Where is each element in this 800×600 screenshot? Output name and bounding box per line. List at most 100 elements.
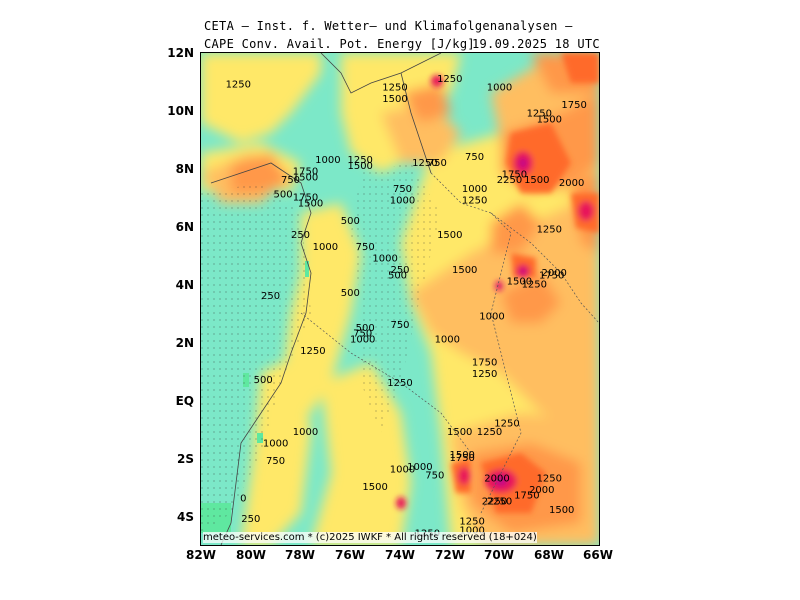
contour-label: 250 — [390, 265, 409, 276]
contour-label: 1000 — [487, 83, 512, 94]
contour-label: 2000 — [529, 485, 554, 496]
contour-label: 1750 — [293, 193, 318, 204]
contour-label: 2000 — [559, 178, 584, 189]
contour-label: 1500 — [452, 265, 477, 276]
contour-label: 1500 — [549, 505, 574, 516]
contour-label: 750 — [356, 242, 375, 253]
contour-label: 1250 — [412, 158, 437, 169]
cape-map: 1250 1250 1500 1250 1000 1250 1500 1750 1000 1250… — [200, 52, 600, 546]
contour-label: 750 — [353, 329, 372, 340]
contour-label: 250 — [261, 291, 280, 302]
contour-label: 500 — [274, 190, 293, 201]
cape-hotspots — [396, 53, 599, 513]
contour-label: 1750 — [561, 100, 586, 111]
contour-label: 1500 — [524, 175, 549, 186]
contour-label: 500 — [388, 271, 407, 282]
contour-label: 2250 — [497, 175, 522, 186]
contour-label: 1250 — [472, 369, 497, 380]
contour-label: 500 — [341, 216, 360, 227]
lon-label-68w: 68W — [534, 548, 564, 562]
contour-label: 250 — [241, 514, 260, 525]
lat-label-4n: 4N — [175, 278, 194, 292]
contour-label: 1000 — [479, 311, 504, 322]
contour-label: 1750 — [514, 491, 539, 502]
contour-label: 1250 — [462, 196, 487, 207]
contour-label: 1500 — [437, 230, 462, 241]
contour-label: 1000 — [313, 242, 338, 253]
lon-label-70w: 70W — [484, 548, 514, 562]
lon-label-74w: 74W — [385, 548, 415, 562]
contour-label: 1000 — [315, 155, 340, 166]
contour-label: 1250 — [459, 517, 484, 528]
contour-label: 1000 — [462, 184, 487, 195]
contour-label: 1250 — [494, 418, 519, 429]
contour-label: 2000 — [484, 473, 509, 484]
contour-label: 1250 — [537, 473, 562, 484]
lat-label-2s: 2S — [177, 452, 194, 466]
contour-label: 750 — [393, 184, 412, 195]
copyright-footer: meteo-services.com * (c)2025 IWKF * All … — [203, 532, 537, 543]
stipple-llanos — [351, 163, 441, 433]
lon-label-80w: 80W — [236, 548, 266, 562]
contour-label: 1500 — [362, 482, 387, 493]
lon-label-76w: 76W — [335, 548, 365, 562]
contour-label: 2000 — [541, 268, 566, 279]
contour-label: 1000 — [263, 439, 288, 450]
contour-label: 250 — [291, 230, 310, 241]
contour-label: 1500 — [298, 198, 323, 209]
contour-label: 1250 — [527, 109, 552, 120]
contour-label: 1000 — [293, 427, 318, 438]
country-borders — [300, 172, 599, 514]
contour-label: 750 — [281, 175, 300, 186]
coastlines — [210, 53, 442, 545]
contour-label: 1750 — [449, 453, 474, 464]
contour-label: 1750 — [502, 169, 527, 180]
lat-label-eq: EQ — [175, 394, 194, 408]
lat-label-4s: 4S — [177, 510, 194, 524]
contour-label: 1000 — [435, 334, 460, 345]
contour-label: 1250 — [382, 83, 407, 94]
stipple-pacific — [201, 183, 311, 533]
lat-label-10n: 10N — [167, 104, 194, 118]
contour-label: 1000 — [350, 334, 375, 345]
contour-label: 1250 — [522, 279, 547, 290]
lat-label-2n: 2N — [175, 336, 194, 350]
lat-label-8n: 8N — [175, 162, 194, 176]
contour-label: 1000 — [390, 196, 415, 207]
contour-label: 750 — [390, 320, 409, 331]
contour-label: 1500 — [293, 172, 318, 183]
lon-label-78w: 78W — [285, 548, 315, 562]
contour-label: 1750 — [472, 358, 497, 369]
contour-label: 2250 — [487, 497, 512, 508]
lon-label-72w: 72W — [435, 548, 465, 562]
contour-label: 1500 — [382, 94, 407, 105]
contour-label: 500 — [254, 375, 273, 386]
chart-subtitle: CAPE Conv. Avail. Pot. Energy [J/kg] — [204, 37, 475, 51]
contour-label: 1750 — [293, 167, 318, 178]
contour-label: 500 — [356, 323, 375, 334]
contour-label: 750 — [266, 456, 285, 467]
contour-label: 1500 — [507, 277, 532, 288]
contour-label: 1500 — [447, 427, 472, 438]
contour-label: 1000 — [390, 465, 415, 476]
lat-label-6n: 6N — [175, 220, 194, 234]
contour-label: 1250 — [226, 80, 251, 91]
valid-time: 19.09.2025 18 UTC — [472, 37, 600, 51]
contour-label: 0 — [240, 494, 246, 505]
contour-label: 1000 — [459, 525, 484, 536]
contour-label: 1000 — [407, 462, 432, 473]
lon-label-66w: 66W — [583, 548, 613, 562]
contour-label: 1250 — [437, 74, 462, 85]
lat-label-12n: 12N — [167, 46, 194, 60]
contour-label: 1250 — [347, 155, 372, 166]
contour-label: 1750 — [539, 271, 564, 282]
contour-label: 1000 — [372, 253, 397, 264]
contour-label: 750 — [428, 158, 447, 169]
contour-label: 2250 — [482, 497, 507, 508]
contour-label: 1250 — [477, 427, 502, 438]
contour-label: 750 — [425, 470, 444, 481]
contour-label: 500 — [341, 288, 360, 299]
contour-label: 1500 — [537, 115, 562, 126]
